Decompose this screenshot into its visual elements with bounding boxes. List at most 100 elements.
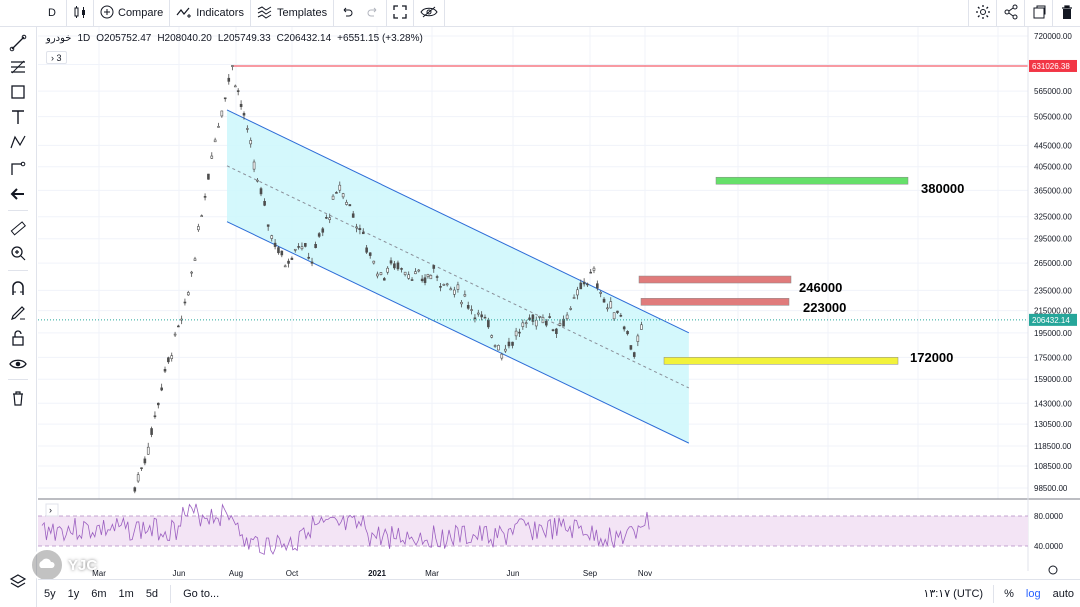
redo-button[interactable]	[360, 0, 386, 27]
range-1m[interactable]: 1m	[118, 587, 134, 600]
templates-button[interactable]: Templates	[251, 0, 333, 27]
candle-body	[236, 90, 240, 92]
candle-body	[562, 318, 565, 327]
fullscreen-button[interactable]	[387, 0, 413, 27]
price-tick-label: 505000.00	[1034, 113, 1072, 122]
candle-body	[449, 288, 453, 291]
candle-body	[442, 284, 446, 286]
time-tick-label: Nov	[638, 569, 652, 578]
candle-body	[355, 226, 358, 229]
rectangle-tool-icon[interactable]	[7, 81, 29, 103]
candle-body	[242, 113, 246, 116]
trash-icon	[1059, 4, 1075, 23]
magnet-icon[interactable]	[7, 277, 29, 299]
candle-body	[470, 309, 473, 311]
goto-button[interactable]: Go to...	[183, 587, 220, 600]
layers-icon[interactable]	[7, 570, 29, 592]
time-tick-label: Jun	[507, 569, 520, 578]
percent-toggle[interactable]: %	[1004, 587, 1014, 600]
range-1y[interactable]: 1y	[67, 587, 80, 600]
hide-drawings-button[interactable]	[414, 0, 444, 27]
candle-body	[480, 314, 483, 318]
time-axis-gear-icon	[1048, 565, 1058, 575]
candle-body	[297, 246, 300, 248]
indicators-button[interactable]: Indicators	[170, 0, 250, 27]
candle-body	[252, 161, 256, 170]
bottom-toolbar: 5y 1y 6m 1m 5d Go to... ۱۳:۱۷ (UTC) % lo…	[38, 579, 1080, 607]
text-tool-icon[interactable]	[7, 106, 29, 128]
ruler-icon[interactable]	[7, 217, 29, 239]
candle-body	[200, 215, 204, 217]
candle-body	[445, 283, 449, 286]
candle-body	[210, 155, 214, 159]
candles-icon	[73, 5, 87, 22]
price-tick-label: 565000.00	[1034, 87, 1072, 96]
price-tick-label: 108500.00	[1034, 462, 1072, 471]
legend-low: L205749.33	[217, 33, 271, 44]
price-tick-label: 405000.00	[1034, 163, 1072, 172]
indicator-collapse-button[interactable]: › 3	[46, 51, 67, 64]
log-toggle[interactable]: log	[1025, 587, 1041, 600]
candle-body	[389, 260, 393, 264]
auto-toggle[interactable]: auto	[1052, 587, 1074, 600]
rsi-collapse-button	[45, 503, 59, 517]
rsi-tick-40: 40.0000	[1034, 542, 1063, 551]
price-tick-label: 98500.00	[1034, 484, 1068, 493]
candle-body	[432, 265, 436, 269]
candle-body	[290, 257, 294, 260]
candle-body	[507, 341, 511, 347]
legend-close: C206432.14	[276, 33, 332, 44]
candle-body	[596, 283, 599, 289]
undo-button[interactable]	[334, 0, 360, 27]
candle-body	[321, 228, 325, 233]
time-tick-label: Oct	[286, 569, 299, 578]
trend-line-icon[interactable]	[7, 32, 29, 54]
candle-body	[351, 213, 355, 218]
candle-body	[190, 271, 193, 274]
chart-type-button[interactable]	[67, 0, 93, 27]
price-chart[interactable]: 720000.00635000.00565000.00505000.004450…	[38, 27, 1080, 579]
pattern-tool-icon[interactable]	[7, 131, 29, 153]
back-arrow-icon[interactable]	[7, 183, 29, 205]
range-6m[interactable]: 6m	[91, 587, 107, 600]
price-tick-label: 118500.00	[1034, 442, 1072, 451]
candle-body	[548, 316, 551, 318]
timezone-label[interactable]: ۱۳:۱۷ (UTC)	[923, 588, 984, 600]
channel-mid-line	[226, 165, 690, 389]
candle-body	[518, 331, 521, 334]
price-tick-label: 365000.00	[1034, 186, 1072, 195]
trash-icon[interactable]	[7, 387, 29, 409]
plus-circle-icon	[100, 5, 114, 22]
eye-icon[interactable]	[7, 353, 29, 375]
candle-body	[293, 248, 297, 251]
range-5y[interactable]: 5y	[44, 587, 56, 600]
range-5d[interactable]: 5d	[145, 587, 159, 600]
candle-body	[307, 256, 310, 259]
share-button[interactable]	[996, 0, 1024, 27]
candle-body	[256, 179, 259, 182]
symbol-button[interactable]: D	[38, 0, 66, 27]
snapshot-button[interactable]	[1024, 0, 1052, 27]
delete-button[interactable]	[1052, 0, 1080, 27]
candle-body	[439, 286, 442, 288]
settings-button[interactable]	[968, 0, 996, 27]
lock-icon[interactable]	[7, 327, 29, 349]
candle-body	[545, 320, 548, 326]
annotation-223000: 223000	[803, 300, 847, 315]
candle-body	[386, 267, 389, 273]
price-tick-label: 215000.00	[1034, 307, 1072, 316]
drawing-mode-icon[interactable]	[7, 302, 29, 324]
gear-icon	[975, 4, 991, 23]
candle-body	[521, 322, 525, 327]
candle-body	[599, 291, 602, 294]
prediction-tool-icon[interactable]	[7, 157, 29, 179]
candle-body	[551, 329, 555, 331]
channel-fill	[226, 109, 689, 444]
last-price-badge	[1029, 313, 1077, 326]
fib-retracement-icon[interactable]	[7, 56, 29, 78]
zoom-in-icon[interactable]	[7, 242, 29, 264]
candle-body	[528, 317, 531, 320]
compare-button[interactable]: Compare	[94, 0, 169, 27]
candle-body	[514, 330, 518, 337]
